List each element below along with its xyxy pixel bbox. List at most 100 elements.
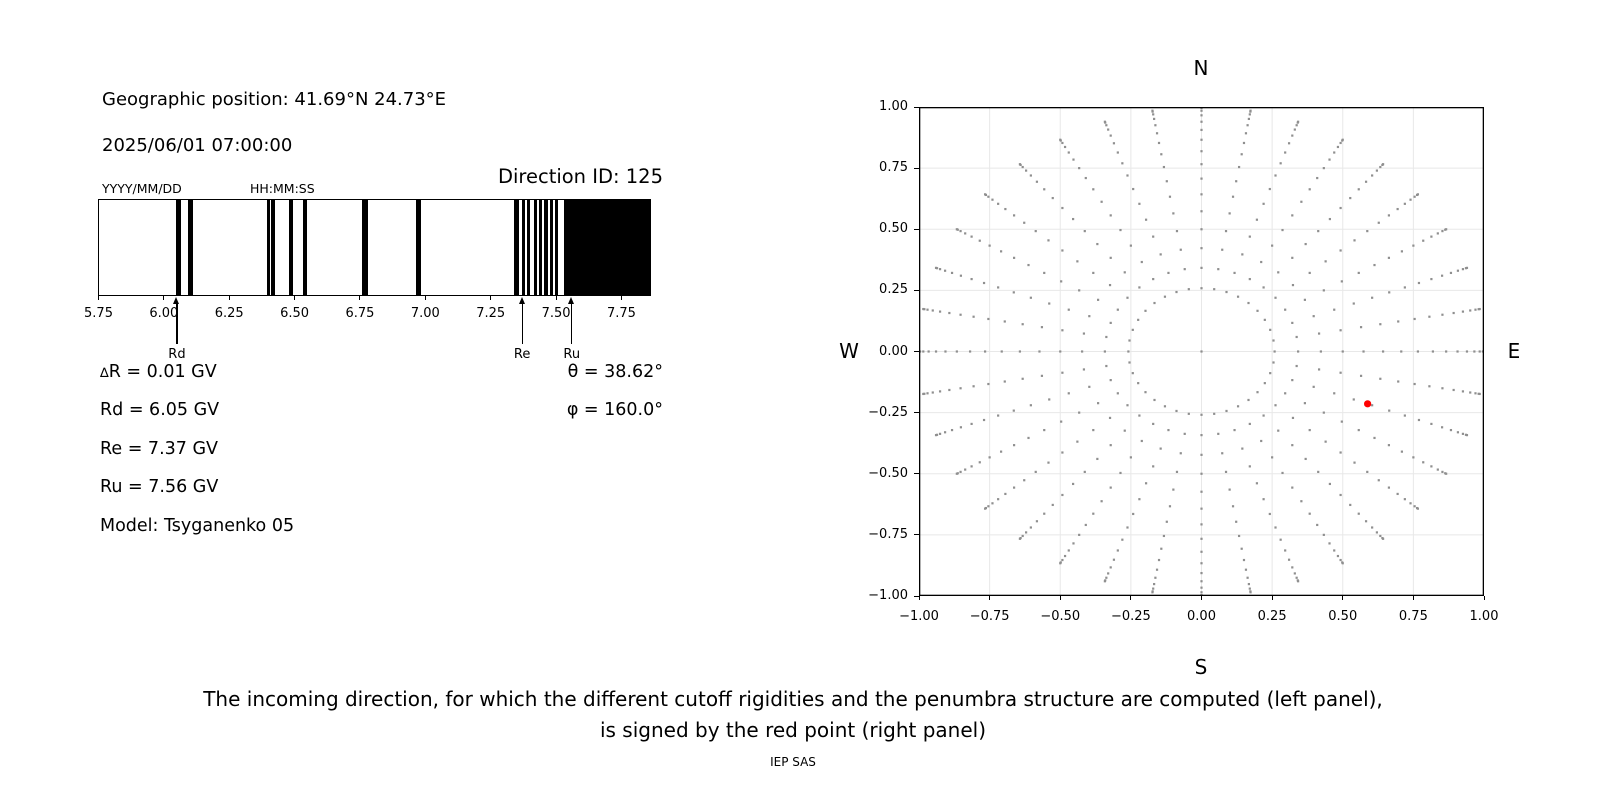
sky-y-tick xyxy=(914,534,919,536)
penumbra-allowed-band xyxy=(514,200,519,295)
penumbra-x-tick-label: 7.25 xyxy=(476,306,506,321)
compass-south-label: S xyxy=(1194,655,1208,679)
sky-y-tick xyxy=(914,289,919,291)
penumbra-x-tick xyxy=(359,296,361,300)
sky-y-tick-label: −0.75 xyxy=(868,526,908,542)
compass-east-label: E xyxy=(1507,339,1521,363)
cutoff-arrow-head-ru xyxy=(568,297,575,304)
sky-x-tick xyxy=(918,596,920,600)
penumbra-x-tick-label: 6.00 xyxy=(149,306,179,321)
penumbra-x-tick-label: 6.50 xyxy=(280,306,310,321)
compass-north-label: N xyxy=(1193,56,1209,80)
penumbra-x-tick-label: 6.75 xyxy=(345,306,375,321)
sky-y-tick-label: −1.00 xyxy=(868,588,908,603)
penumbra-allowed-band xyxy=(544,200,548,295)
sky-x-tick xyxy=(1483,596,1485,600)
sky-x-tick xyxy=(1201,596,1202,600)
time-format-label: HH:MM:SS xyxy=(250,181,315,196)
penumbra-x-tick xyxy=(620,296,622,300)
sky-x-tick xyxy=(1059,596,1061,600)
cutoff-arrow-stem-rd xyxy=(176,303,178,344)
penumbra-allowed-band xyxy=(539,200,543,295)
cutoff-arrow-label-re: Re xyxy=(513,347,531,362)
sky-y-tick-label: 0.50 xyxy=(879,221,908,237)
penumbra-allowed-band xyxy=(550,200,554,295)
sky-y-tick xyxy=(914,412,919,414)
sky-x-tick-label: −0.50 xyxy=(1040,609,1081,624)
penumbra-x-tick xyxy=(163,296,165,300)
penumbra-x-tick-label: 6.25 xyxy=(214,306,244,321)
sky-y-tick-label: 0.00 xyxy=(879,343,908,359)
penumbra-plot xyxy=(98,199,651,296)
penumbra-allowed-band xyxy=(362,200,368,295)
penumbra-allowed-band xyxy=(267,200,271,295)
penumbra-x-tick-label: 7.00 xyxy=(410,306,440,321)
sky-x-tick-label: 1.00 xyxy=(1469,609,1499,624)
sky-x-tick xyxy=(1412,596,1414,600)
sky-y-tick-label: 0.75 xyxy=(879,160,908,176)
sky-plot-svg xyxy=(917,105,1486,598)
sky-x-tick-label: −0.25 xyxy=(1110,609,1151,624)
sky-y-tick-label: 0.25 xyxy=(879,282,908,298)
red-point xyxy=(1364,400,1372,408)
sky-x-tick-label: 0.00 xyxy=(1187,609,1216,624)
sky-x-tick xyxy=(1271,596,1273,600)
value-re: Re = 7.37 GV xyxy=(100,439,218,459)
sky-x-tick xyxy=(1342,596,1344,600)
penumbra-allowed-band xyxy=(554,200,559,295)
penumbra-x-tick-label: 7.50 xyxy=(541,306,571,321)
penumbra-x-tick xyxy=(294,296,296,300)
sky-y-tick xyxy=(914,167,919,169)
penumbra-allowed-band xyxy=(533,200,537,295)
direction-id-text: Direction ID: 125 xyxy=(497,165,663,188)
penumbra-x-tick xyxy=(424,296,426,300)
value-rd: Rd = 6.05 GV xyxy=(100,400,220,420)
penumbra-x-tick xyxy=(555,296,557,300)
value-ru: Ru = 7.56 GV xyxy=(100,477,219,497)
penumbra-allowed-band xyxy=(288,200,293,295)
sky-x-tick-label: −0.75 xyxy=(969,609,1010,624)
value-theta: θ = 38.62° xyxy=(567,362,663,382)
caption-line-2: is signed by the red point (right panel) xyxy=(599,718,987,742)
sky-x-tick xyxy=(1130,596,1132,600)
sky-y-tick xyxy=(914,351,919,352)
sky-x-tick xyxy=(989,596,991,600)
sky-x-tick-label: −1.00 xyxy=(899,609,939,624)
penumbra-allowed-band xyxy=(521,200,525,295)
sky-y-tick xyxy=(914,228,919,230)
compass-west-label: W xyxy=(839,339,859,363)
cutoff-arrow-label-ru: Ru xyxy=(563,347,581,362)
penumbra-allowed-band xyxy=(176,200,181,295)
cutoff-arrow-head-rd xyxy=(173,297,180,304)
cutoff-arrow-stem-re xyxy=(521,303,523,344)
plot-spine xyxy=(918,106,1485,597)
datetime-text: 2025/06/01 07:00:00 xyxy=(102,135,293,156)
sky-y-tick xyxy=(914,106,919,108)
sky-y-tick xyxy=(914,473,919,475)
penumbra-x-tick xyxy=(98,296,99,300)
sky-x-tick-label: 0.25 xyxy=(1257,609,1287,624)
sky-direction-plot xyxy=(917,105,1486,598)
penumbra-allowed-band xyxy=(527,200,531,295)
penumbra-x-tick-label: 5.75 xyxy=(84,306,113,321)
date-format-label: YYYY/MM/DD xyxy=(102,181,182,196)
penumbra-allowed-band xyxy=(188,200,193,295)
cutoff-arrow-label-rd: Rd xyxy=(168,347,186,362)
penumbra-x-tick-label: 7.75 xyxy=(606,306,636,321)
penumbra-allowed-band xyxy=(271,200,275,295)
sky-y-tick xyxy=(914,595,919,597)
penumbra-allowed-band xyxy=(416,200,421,295)
sky-y-tick-label: −0.25 xyxy=(868,404,908,420)
sky-y-tick-label: 1.00 xyxy=(879,99,908,114)
value-delta-r: ∆R = 0.01 GV xyxy=(100,362,217,382)
value-phi: φ = 160.0° xyxy=(566,400,663,420)
value-model: Model: Tsyganenko 05 xyxy=(100,516,295,536)
penumbra-allowed-band xyxy=(302,200,307,295)
penumbra-x-tick xyxy=(228,296,230,300)
cutoff-arrow-head-re xyxy=(518,297,525,304)
geographic-position-text: Geographic position: 41.69°N 24.73°E xyxy=(102,89,447,110)
cutoff-arrow-stem-ru xyxy=(571,303,573,344)
sky-y-tick-label: −0.50 xyxy=(868,465,908,481)
sky-x-tick-label: 0.75 xyxy=(1398,609,1428,624)
